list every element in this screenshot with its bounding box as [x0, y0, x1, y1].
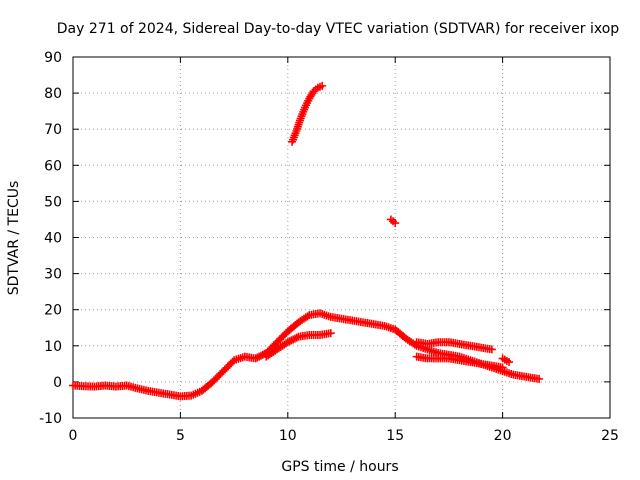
series-late-afternoon-lower	[412, 352, 507, 372]
series-late-afternoon-upper	[412, 338, 496, 354]
data-point-marker	[256, 351, 265, 360]
data-point-marker	[498, 363, 507, 372]
data-point-marker	[289, 335, 298, 344]
y-tick-label: 0	[53, 375, 62, 391]
x-tick-label: 15	[386, 428, 404, 444]
series-short-segment-20h	[498, 354, 514, 367]
data-point-marker	[253, 353, 262, 362]
data-point-marker	[255, 352, 264, 361]
series-high-arc	[288, 81, 327, 146]
y-tick-label: 50	[44, 194, 62, 210]
y-tick-label: 40	[44, 231, 62, 247]
data-point-marker	[290, 334, 299, 343]
y-tick-label: 80	[44, 86, 62, 102]
data-point-marker	[326, 329, 335, 338]
data-point-marker	[283, 338, 292, 347]
series-lower-branch	[262, 329, 335, 361]
data-point-marker	[535, 375, 544, 384]
y-tick-label: 70	[44, 122, 62, 138]
data-point-marker	[285, 337, 294, 346]
x-tick-label: 25	[601, 428, 619, 444]
data-point-marker	[303, 312, 312, 321]
x-tick-label: 10	[279, 428, 297, 444]
data-point-marker	[487, 345, 496, 354]
x-tick-label: 5	[176, 428, 185, 444]
data-point-marker	[505, 358, 514, 367]
x-tick-label: 0	[69, 428, 78, 444]
series-isolated-point	[386, 215, 400, 228]
data-point-marker	[292, 333, 301, 342]
y-ticks: -10 0 10 20 30 40 50 60 70 80 90	[39, 50, 610, 427]
y-tick-label: 90	[44, 50, 62, 66]
y-tick-label: 30	[44, 267, 62, 283]
y-tick-label: 10	[44, 339, 62, 355]
y-tick-label: 20	[44, 303, 62, 319]
data-point-marker	[287, 336, 296, 345]
data-point-marker	[391, 219, 400, 228]
y-tick-label: 60	[44, 158, 62, 174]
series-main-trend	[69, 309, 544, 401]
chart-title: Day 271 of 2024, Sidereal Day-to-day VTE…	[57, 21, 620, 37]
y-axis-label: SDTVAR / TECUs	[6, 181, 22, 296]
x-ticks: 0 5 10 15 20 25	[69, 57, 619, 444]
grid	[73, 57, 610, 418]
data-point-marker	[251, 354, 260, 363]
data-point-marker	[318, 81, 327, 90]
x-axis-label: GPS time / hours	[281, 459, 398, 475]
x-tick-label: 20	[494, 428, 512, 444]
data-points	[69, 81, 544, 401]
y-tick-label: -10	[39, 411, 62, 427]
